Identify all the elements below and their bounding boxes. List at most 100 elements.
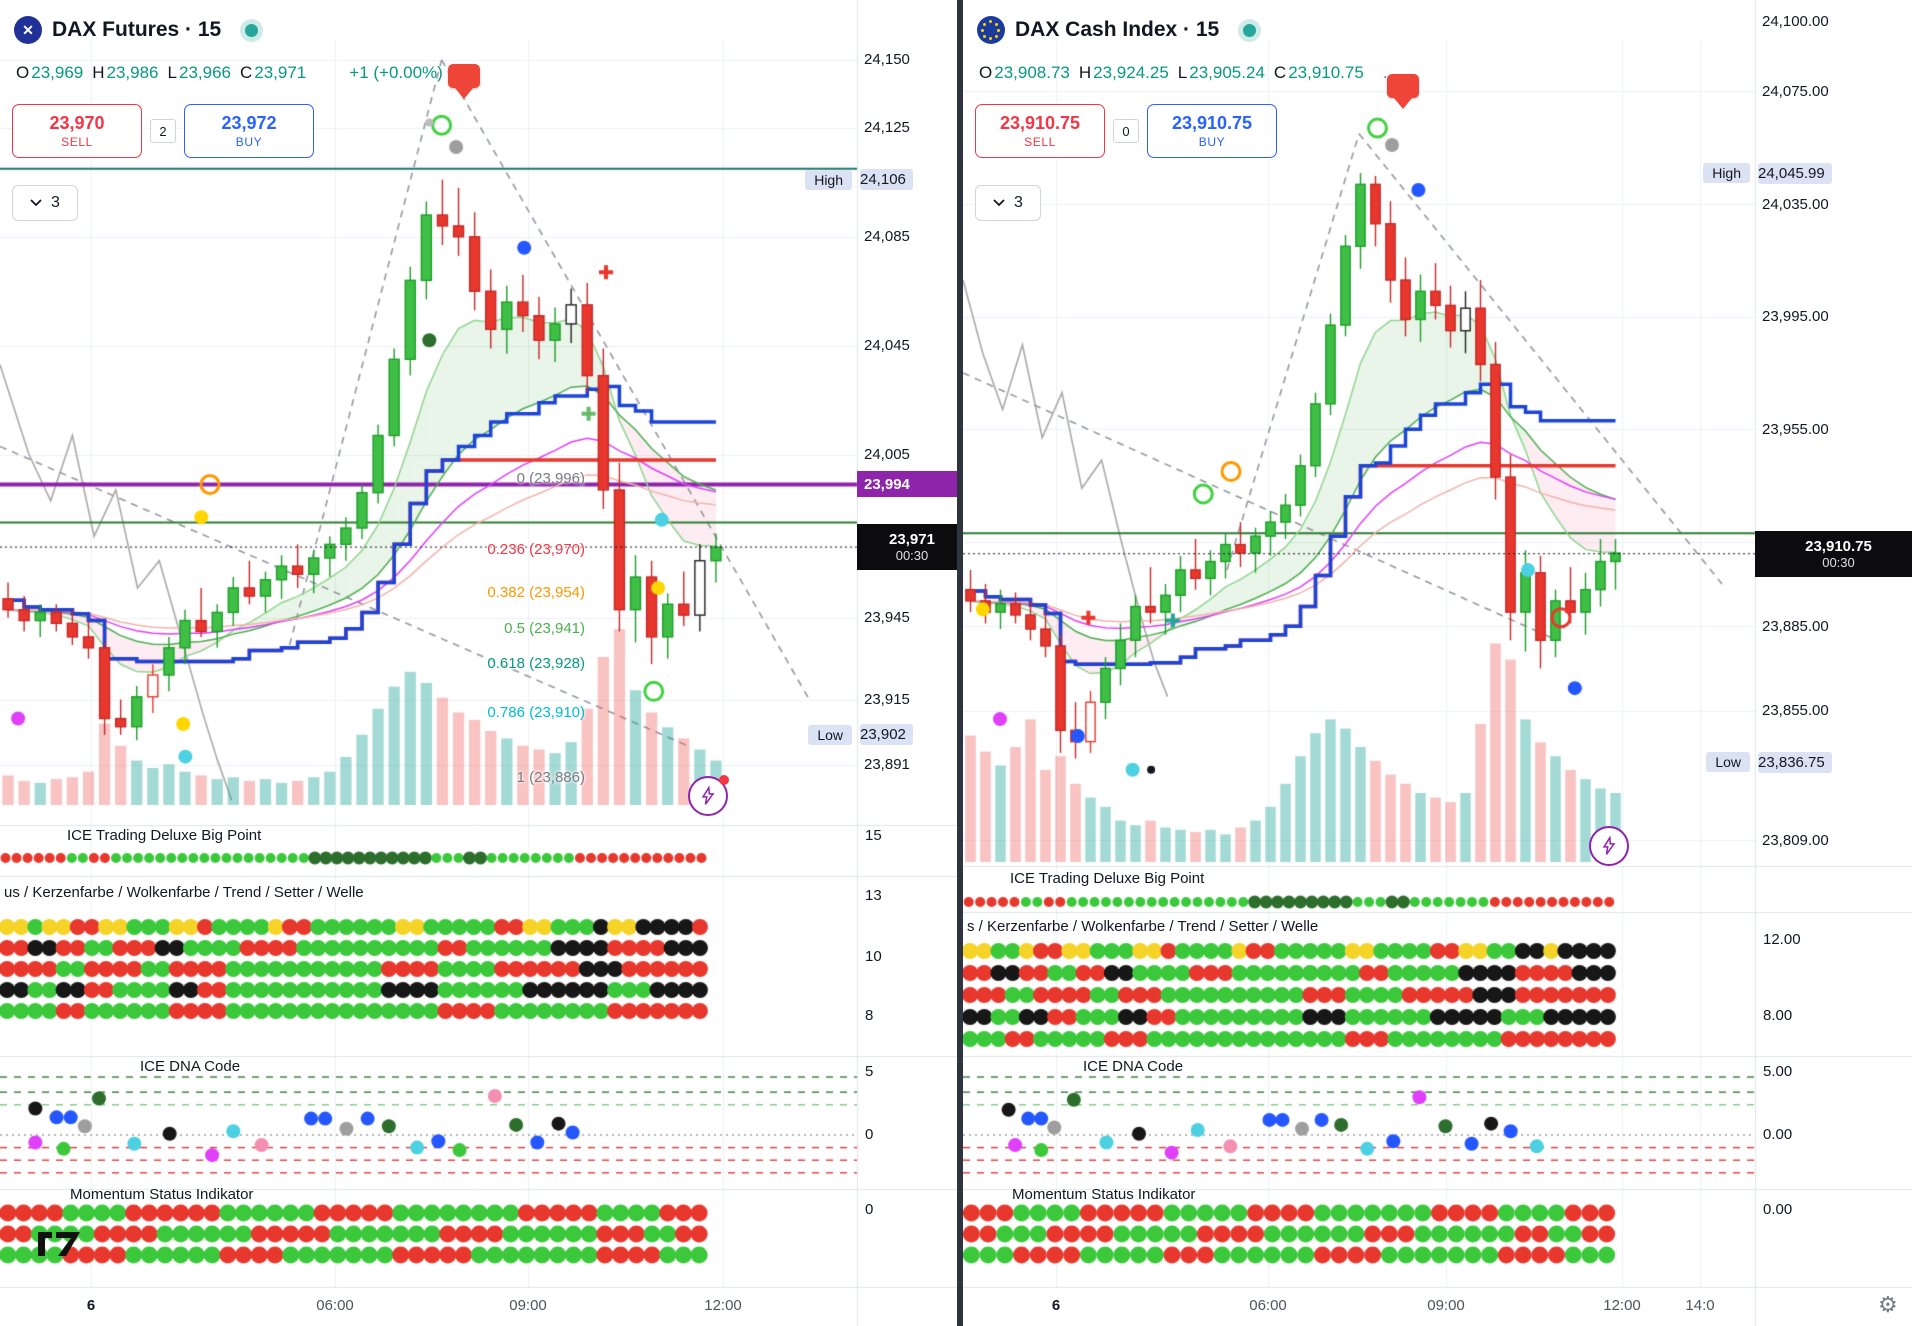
close-label: C	[1273, 63, 1287, 82]
time-axis-label: 12:00	[1603, 1297, 1641, 1314]
chart-canvas-futures[interactable]	[0, 0, 957, 1326]
spread-value: 0	[1113, 119, 1139, 143]
axis-label: 24,125	[864, 119, 910, 137]
lightning-bolt-icon	[1602, 836, 1616, 855]
high-price-label: High 24,045.99	[1703, 162, 1912, 184]
low-label: L	[1177, 63, 1188, 82]
current-price-badge[interactable]: 23,910.75 00:30	[1755, 530, 1912, 577]
pane-scale-label: 15	[865, 827, 882, 844]
open-label: O	[16, 63, 30, 82]
pane-scale-label: 13	[865, 887, 882, 904]
sell-price: 23,910.75	[999, 113, 1081, 133]
pane-title-dna: ICE DNA Code	[1083, 1058, 1184, 1075]
low-value: 23,966	[178, 63, 231, 82]
panel-dax-futures: ✕ DAX Futures · 15 O 23,969 H 23,986 L 23,9…	[0, 0, 957, 1326]
tradingview-logo[interactable]	[36, 1222, 82, 1265]
settings-gear-icon[interactable]: ⚙	[1878, 1292, 1898, 1317]
fib-level-label: 1 (23,886)	[516, 769, 585, 787]
price-axis[interactable]: 24,150 24,125 High 24,106 24,085 24,045 24,005…	[805, 0, 957, 1326]
data-status-icon[interactable]	[245, 23, 259, 37]
buy-button[interactable]: 23,972 BUY	[184, 104, 314, 158]
pane-scale-label: 0.00	[1763, 1201, 1793, 1218]
time-axis-label: 06:00	[316, 1297, 354, 1314]
buy-button[interactable]: 23,910.75 BUY	[1147, 104, 1277, 158]
sell-button[interactable]: 23,910.75 SELL	[975, 104, 1105, 158]
pane-title-momentum: Momentum Status Indikator	[1012, 1186, 1196, 1203]
buy-price: 23,972	[221, 113, 277, 133]
sell-button[interactable]: 23,970 SELL	[12, 104, 142, 158]
sell-label: SELL	[1024, 135, 1056, 149]
fib-level-label: 0.786 (23,910)	[487, 704, 585, 722]
buy-label: BUY	[1198, 135, 1226, 149]
axis-label: 24,045	[864, 337, 910, 355]
time-axis-label: 09:00	[509, 1297, 547, 1314]
sell-price: 23,970	[49, 113, 105, 133]
indicator-count-dropdown[interactable]: 3	[12, 185, 78, 221]
axis-label: 24,085	[864, 228, 910, 246]
close-value: 23,971	[254, 63, 307, 82]
price-alert-pin-icon[interactable]	[1387, 74, 1419, 98]
open-label: O	[979, 63, 993, 82]
axis-label: 23,891	[864, 756, 910, 774]
buy-price: 23,910.75	[1171, 113, 1253, 133]
ohlc-row: O 23,908.73 H 23,924.25 L 23,905.24 C 23,910…	[979, 63, 1397, 83]
data-status-icon[interactable]	[1243, 23, 1257, 37]
fib-level-label: 0.382 (23,954)	[487, 584, 585, 602]
axis-label: 24,035.00	[1762, 195, 1829, 213]
axis-label: 23,995.00	[1762, 308, 1829, 326]
high-value: 23,986	[106, 63, 159, 82]
fib-level-label: 0.5 (23,941)	[504, 619, 585, 637]
pane-scale-label: 5	[865, 1063, 874, 1080]
fib-level-label: 0 (23,996)	[516, 470, 585, 488]
pane-scale-label: 8.00	[1763, 1007, 1793, 1024]
chevron-down-icon	[30, 199, 42, 207]
current-price-badge[interactable]: 23,971 00:30	[857, 524, 957, 571]
close-value: 23,910.75	[1288, 63, 1364, 82]
axis-label: 23,885.00	[1762, 617, 1829, 635]
pane-scale-label: 12.00	[1763, 931, 1801, 948]
trade-buttons: 23,910.75 SELL 0 23,910.75 BUY	[975, 104, 1277, 158]
axis-label: 23,945	[864, 609, 910, 627]
pane-title-dna: ICE DNA Code	[140, 1058, 241, 1075]
low-price-label: Low 23,836.75	[1706, 751, 1912, 773]
low-label-chip: Low	[1706, 752, 1750, 773]
low-label-chip: Low	[808, 724, 852, 745]
dax-cash-logo-icon	[977, 16, 1005, 44]
indicator-count-dropdown[interactable]: 3	[975, 185, 1041, 221]
time-axis-label: 6	[1051, 1297, 1061, 1314]
panel-divider[interactable]	[957, 0, 963, 1326]
pane-scale-label: 8	[865, 1007, 874, 1024]
time-axis-label: 06:00	[1249, 1297, 1287, 1314]
spread-value: 2	[150, 119, 176, 143]
axis-label: 24,005	[864, 446, 910, 464]
price-axis[interactable]: 24,100.00 24,075.00 High 24,045.99 24,035.00…	[1703, 0, 1912, 1326]
high-label: H	[92, 63, 105, 82]
high-label: H	[1078, 63, 1092, 82]
axis-label: 24,075.00	[1762, 82, 1829, 100]
buy-label: BUY	[235, 135, 263, 149]
time-axis-label: 09:00	[1427, 1297, 1465, 1314]
pane-title-status: us / Kerzenfarbe / Wolkenfarbe / Trend /…	[4, 884, 364, 901]
close-label: C	[239, 63, 253, 82]
pane-scale-label: 0	[865, 1201, 874, 1218]
low-price-label: Low 23,902	[808, 724, 957, 746]
price-alert-pin-icon[interactable]	[448, 64, 480, 88]
indicator-count: 3	[51, 194, 60, 211]
time-axis-label: 14:0	[1685, 1297, 1715, 1314]
symbol-title[interactable]: DAX Futures · 15	[52, 18, 222, 41]
lightning-icon[interactable]	[1589, 826, 1629, 866]
chart-canvas-cash[interactable]	[963, 0, 1912, 1326]
symbol-header: DAX Cash Index · 15	[977, 16, 1257, 44]
indicator-count: 3	[1014, 194, 1023, 211]
panel-dax-cash-index: DAX Cash Index · 15 O 23,908.73 H 23,924.2…	[963, 0, 1912, 1326]
axis-label: 23,955.00	[1762, 420, 1829, 438]
pane-scale-label: 10	[865, 948, 882, 965]
axis-label: 23,915	[864, 691, 910, 708]
lightning-icon[interactable]	[688, 775, 729, 816]
pane-title-big-point: ICE Trading Deluxe Big Point	[1010, 870, 1205, 887]
change-value: +1 (+0.00%)	[349, 63, 443, 82]
high-label-chip: High	[805, 169, 852, 190]
symbol-title[interactable]: DAX Cash Index · 15	[1015, 18, 1220, 41]
high-label-chip: High	[1703, 163, 1750, 184]
high-price-label: High 24,106	[805, 169, 957, 191]
